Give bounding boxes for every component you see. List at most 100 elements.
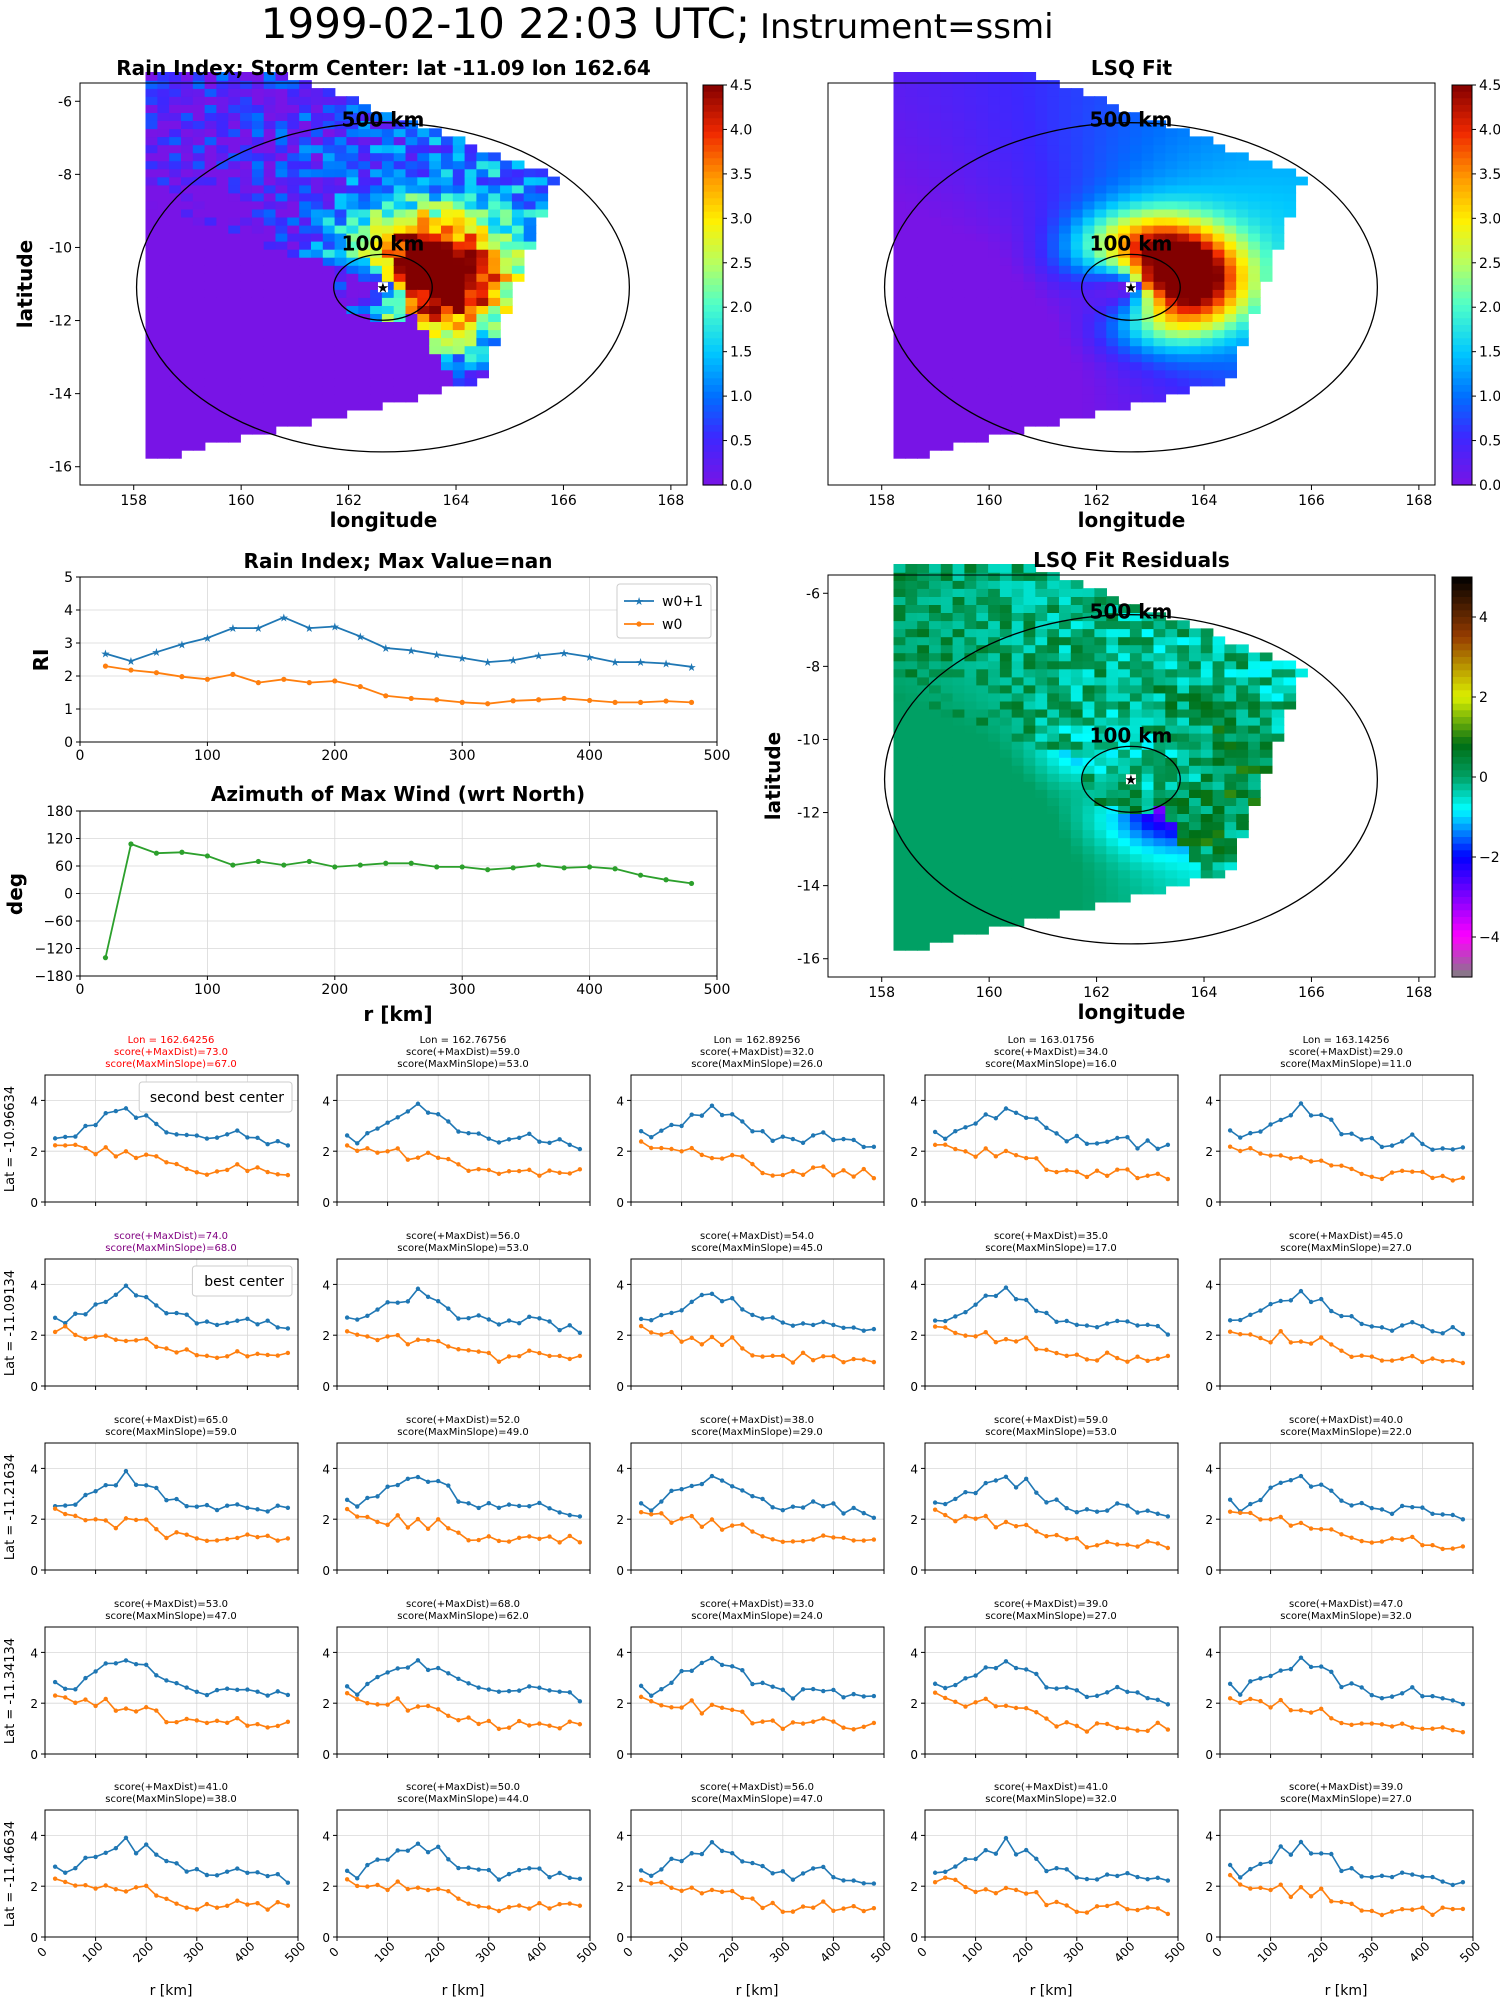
azimuth-series-line-0 — [104, 842, 692, 958]
rain-index-cell — [452, 329, 466, 339]
lsq-fit-cell — [964, 168, 977, 178]
residuals-cell — [1212, 829, 1226, 839]
lsq-fit-cell — [964, 305, 977, 314]
rain-index-cell — [192, 385, 206, 395]
lsq-fit-cell — [1165, 289, 1178, 298]
residuals-cell — [893, 668, 907, 678]
residuals-xtick-label: 166 — [1298, 985, 1325, 1001]
lsq-fit-cell — [940, 369, 954, 379]
lsq-fit-cell — [1082, 337, 1096, 347]
lsq-fit-cbar-slice — [1452, 211, 1472, 219]
residuals-cell — [929, 724, 942, 734]
residuals-cell — [1189, 789, 1202, 798]
rain-index-cell — [370, 337, 383, 347]
lsq-fit-cell — [893, 192, 907, 202]
lsq-fit-cell — [1153, 128, 1167, 138]
lsq-fit-cell — [1011, 144, 1025, 154]
lsq-fit-cell — [976, 80, 989, 89]
lsq-fit-cell — [964, 313, 977, 322]
subplot-score-slope: score(MaxMinSlope)=16.0 — [985, 1059, 1116, 1070]
residuals-cell — [1094, 797, 1107, 806]
residuals-cell — [1141, 732, 1155, 742]
lsq-fit-cell — [1271, 224, 1285, 234]
residuals-cell — [1248, 692, 1261, 702]
lsq-fit-cell — [1094, 369, 1107, 379]
lsq-fit-cell — [1189, 144, 1202, 154]
residuals-cell — [929, 869, 942, 879]
residuals-cell — [1035, 660, 1048, 670]
lsq-fit-cell — [905, 184, 918, 194]
rain-index-cell — [263, 192, 277, 202]
lsq-fit-cell — [1177, 281, 1190, 290]
lsq-fit-cell — [1023, 88, 1037, 97]
residuals-cell — [1059, 869, 1072, 879]
rain-index-cell — [441, 257, 454, 266]
subplot-point — [1023, 1335, 1029, 1340]
rain-index-cell — [405, 353, 419, 363]
residuals-cell — [988, 724, 1001, 734]
subplot-point — [973, 1154, 978, 1159]
residuals-cell — [917, 925, 930, 935]
subplot-point — [1399, 1356, 1405, 1361]
lsq-fit-cell — [1059, 104, 1072, 113]
rain-index-cell — [240, 321, 253, 331]
lsq-fit-cell — [929, 313, 942, 322]
lsq-fit-cell — [1011, 369, 1025, 379]
rain-index-cell — [157, 305, 170, 314]
rain-index-cell — [488, 240, 501, 250]
lsq-fit-cell — [1047, 369, 1060, 379]
residuals-cell — [929, 861, 942, 871]
subplot-point — [1064, 1168, 1069, 1173]
lsq-fit-cell — [1047, 305, 1060, 314]
lsq-fit-cell — [905, 417, 918, 427]
lsq-fit-cell — [1236, 329, 1249, 339]
residuals-cell — [1177, 781, 1190, 790]
rain-index-profile-point — [255, 680, 261, 686]
rain-index-cell — [287, 369, 300, 379]
lsq-fit-cell — [1035, 200, 1048, 210]
residuals-cell — [1224, 668, 1237, 678]
rain-index-cell — [228, 393, 241, 403]
residuals-cell — [952, 660, 966, 670]
lsq-fit-cell — [1059, 176, 1072, 186]
rain-index-cell — [417, 136, 430, 146]
lsq-fit-cell — [988, 184, 1001, 194]
residuals-cell — [1236, 789, 1249, 798]
rain-index-cell — [299, 88, 312, 97]
residuals-cell — [1248, 773, 1261, 782]
subplot-point — [1135, 1175, 1140, 1181]
residuals-cell — [940, 781, 954, 790]
lsq-fit-cell — [1141, 184, 1155, 194]
lsq-fit-cbar-slice — [1452, 85, 1472, 93]
residuals-cell — [917, 805, 930, 814]
lsq-fit-cell — [1141, 345, 1155, 355]
rain-index-cell — [216, 192, 229, 202]
residuals-cell — [940, 765, 954, 774]
rain-index-cell — [393, 152, 407, 162]
lsq-fit-cell — [1118, 128, 1131, 138]
lsq-fit-cell — [1035, 96, 1048, 105]
rain-index-profile-point: ★ — [279, 611, 289, 624]
residuals-cell — [952, 781, 966, 790]
rain-index-cell — [417, 152, 430, 162]
lsq-fit-cell — [988, 265, 1001, 274]
rain-index-cell — [452, 184, 466, 194]
lsq-fit-cell — [1070, 345, 1084, 355]
rain-index-cell — [216, 216, 229, 226]
lsq-fit-cell — [893, 329, 907, 339]
lsq-fit-cell — [1224, 184, 1237, 194]
rain-index-cell — [145, 313, 159, 322]
residuals-cell — [1141, 724, 1155, 734]
subplot-point — [1064, 1139, 1069, 1144]
rain-index-cell — [240, 88, 253, 97]
rain-index-cell — [287, 321, 300, 331]
rain-index-cell — [204, 305, 218, 314]
lsq-fit-cbar-slice — [1452, 231, 1472, 239]
suptitle-main: 1999-02-10 22:03 UTC; — [261, 0, 750, 48]
subplot-ytick-label: 0 — [322, 1196, 330, 1210]
residuals-ring-500km — [883, 614, 1379, 945]
rain-index-cell — [346, 321, 359, 331]
rain-index-center-gap — [377, 282, 388, 293]
rain-index-cell — [263, 200, 277, 210]
residuals-cell — [1011, 700, 1025, 710]
